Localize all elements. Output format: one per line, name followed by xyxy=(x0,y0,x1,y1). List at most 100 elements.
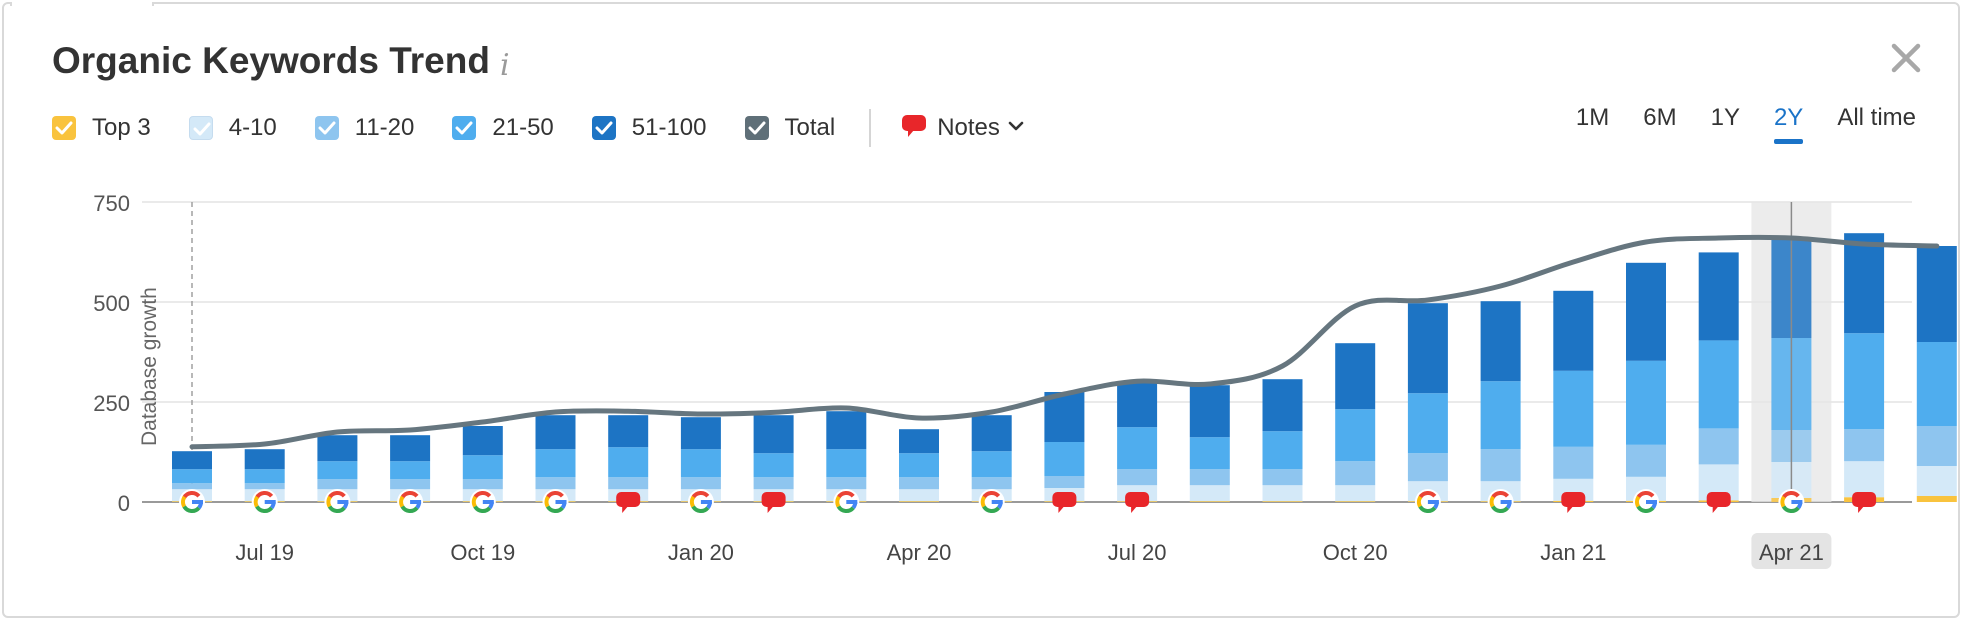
notes-dropdown[interactable]: Notes xyxy=(901,113,1024,144)
bar-segment-51-100 xyxy=(1407,303,1448,394)
bar-segment-11-20 xyxy=(1117,469,1158,486)
bar-segment-21-50 xyxy=(1844,333,1885,430)
google-icon xyxy=(251,489,278,515)
legend-item-11-20[interactable]: 11-20 xyxy=(314,114,414,142)
bar-segment-21-50 xyxy=(1480,381,1521,450)
close-icon[interactable] xyxy=(1886,38,1926,78)
total-line xyxy=(189,234,1940,450)
bar-segment-11-20 xyxy=(753,477,794,490)
google-icon xyxy=(397,489,424,515)
bar-segment-51-100 xyxy=(971,415,1012,452)
bar-segment-4-10 xyxy=(899,489,939,502)
bar-segment-51-100 xyxy=(1553,290,1594,371)
google-icon xyxy=(324,489,351,515)
period-6m[interactable]: 6M xyxy=(1643,104,1677,131)
legend-item-21-50[interactable]: 21-50 xyxy=(452,114,554,142)
bar-segment-21-50 xyxy=(1553,370,1594,447)
bar-segment-51-100 xyxy=(1335,343,1376,410)
period-2y[interactable]: 2Y xyxy=(1773,104,1804,144)
legend-item-top-3[interactable]: Top 3 xyxy=(52,114,151,142)
notes-label: Notes xyxy=(937,114,1000,141)
legend-item-4-10[interactable]: 4-10 xyxy=(188,114,277,142)
checkbox-icon[interactable] xyxy=(744,116,769,140)
x-tick-label: Apr 21 xyxy=(1759,540,1824,565)
bar-segment-11-20 xyxy=(608,477,649,490)
bar-segment-11-20 xyxy=(172,483,212,490)
x-tick-label: Apr 20 xyxy=(887,540,952,565)
legend-item-51-100[interactable]: 51-100 xyxy=(591,114,707,142)
bar-segment-top-3 xyxy=(899,501,939,502)
bar-segment-21-50 xyxy=(1698,340,1739,429)
bar-segment-51-100 xyxy=(244,449,285,470)
bar-segment-51-100 xyxy=(1844,233,1885,334)
bar-segment-21-50 xyxy=(971,451,1012,478)
bar-segment-21-50 xyxy=(172,469,212,484)
checkbox-icon[interactable] xyxy=(188,116,213,140)
bar-segment-11-20 xyxy=(899,477,939,490)
bar-segment-21-50 xyxy=(1407,393,1448,454)
checkbox-icon[interactable] xyxy=(591,116,616,140)
bar-segment-21-50 xyxy=(1044,442,1085,476)
bar-segment-11-20 xyxy=(462,479,503,490)
bar-segment-4-10 xyxy=(1262,485,1303,502)
bar-segment-51-100 xyxy=(1262,379,1303,432)
bar-segment-51-100 xyxy=(826,411,867,450)
period-1y[interactable]: 1Y xyxy=(1710,104,1740,131)
legend-label: 51-100 xyxy=(631,114,707,141)
bar-segment-11-20 xyxy=(535,477,576,490)
bar-segment-51-100 xyxy=(1916,246,1957,342)
x-tick-label: Jan 21 xyxy=(1540,540,1606,565)
google-icon xyxy=(687,489,714,515)
bar-segment-11-20 xyxy=(1262,469,1303,486)
bar-segment-51-100 xyxy=(1044,392,1085,442)
google-icon xyxy=(542,489,569,515)
period-all-time[interactable]: All time xyxy=(1837,104,1916,131)
bar-segment-4-10 xyxy=(1916,466,1957,496)
bar-segment-top-3 xyxy=(1189,501,1230,502)
x-tick-label: Jan 20 xyxy=(668,540,734,565)
bar-segment-21-50 xyxy=(1117,427,1158,470)
bar-segment-11-20 xyxy=(1916,426,1957,466)
y-tick-label: 500 xyxy=(93,291,130,316)
x-tick-label: Oct 19 xyxy=(450,540,515,565)
widget-title: Organic Keywords Trend xyxy=(52,40,490,81)
bar-segment-11-20 xyxy=(1844,429,1885,462)
bar-segment-51-100 xyxy=(1480,301,1521,382)
legend: Top 3 4-10 11-20 21-50 51-100 Total Notes xyxy=(52,108,1024,148)
bar-segment-21-50 xyxy=(462,455,503,480)
bar-segment-21-50 xyxy=(244,469,285,484)
legend-divider xyxy=(869,109,872,147)
legend-item-total[interactable]: Total xyxy=(744,114,836,142)
bar-segment-21-50 xyxy=(1189,437,1230,470)
bar-segment-21-50 xyxy=(1335,409,1376,462)
bar-segment-top-3 xyxy=(1335,501,1376,502)
note-icon xyxy=(1052,492,1077,513)
google-icon xyxy=(179,489,205,515)
google-icon xyxy=(1487,489,1514,515)
bar-segment-11-20 xyxy=(1044,476,1085,488)
bar-segment-top-3 xyxy=(1262,501,1303,502)
bar-segment-21-50 xyxy=(899,453,939,478)
google-icon xyxy=(1414,489,1441,515)
bar-segment-11-20 xyxy=(971,477,1012,490)
bar-segment-11-20 xyxy=(1407,453,1448,482)
bar-segment-21-50 xyxy=(826,449,867,478)
bar-segment-4-10 xyxy=(1335,485,1376,502)
bar-segment-51-100 xyxy=(608,415,649,448)
bar-segment-top-3 xyxy=(1916,496,1957,502)
bar-segment-21-50 xyxy=(753,453,794,478)
x-tick-label: Jul 20 xyxy=(1108,540,1167,565)
checkbox-icon[interactable] xyxy=(452,116,477,140)
legend-label: Top 3 xyxy=(92,114,151,141)
period-1m[interactable]: 1M xyxy=(1575,104,1610,131)
x-tick-highlight xyxy=(1751,533,1832,569)
note-icon xyxy=(1852,492,1877,513)
checkbox-icon[interactable] xyxy=(52,116,76,140)
bar-segment-51-100 xyxy=(753,415,794,454)
bar-segment-11-20 xyxy=(1335,461,1376,486)
legend-label: Total xyxy=(784,114,836,141)
bar-segment-51-100 xyxy=(1698,252,1739,341)
note-icon xyxy=(761,492,786,513)
info-icon[interactable]: i xyxy=(500,48,510,83)
checkbox-icon[interactable] xyxy=(314,116,339,140)
